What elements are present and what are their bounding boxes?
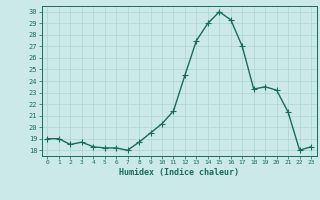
X-axis label: Humidex (Indice chaleur): Humidex (Indice chaleur) — [119, 168, 239, 177]
